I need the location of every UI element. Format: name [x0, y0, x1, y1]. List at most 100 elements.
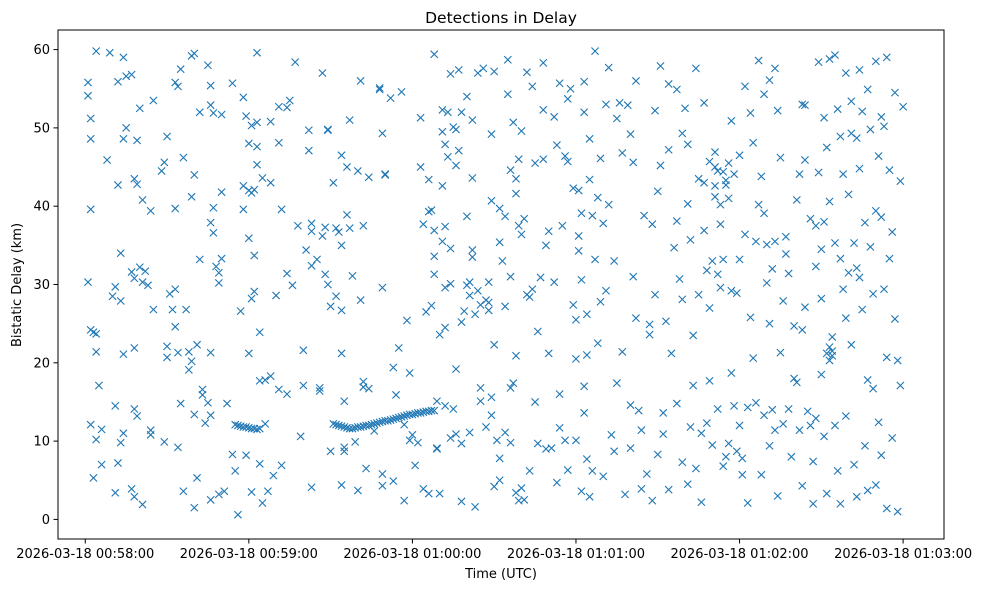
data-point [375, 85, 384, 94]
data-point [157, 166, 166, 175]
data-point [746, 313, 755, 322]
data-point [274, 138, 283, 147]
data-point [438, 181, 447, 190]
data-point [790, 374, 799, 383]
track-point [397, 412, 406, 421]
data-point [618, 347, 627, 356]
track-point [233, 421, 242, 430]
data-point [525, 293, 534, 302]
data-point [841, 314, 850, 323]
data-point [809, 499, 818, 508]
data-point [171, 78, 180, 87]
data-point [443, 108, 452, 117]
data-point [457, 318, 466, 327]
data-point [171, 322, 180, 331]
y-tick-label: 50 [33, 121, 50, 136]
data-point [561, 436, 570, 445]
data-point [111, 282, 120, 291]
data-point [664, 485, 673, 494]
data-point [416, 113, 425, 122]
track-point [340, 423, 349, 432]
data-point [585, 492, 594, 501]
data-point [792, 378, 801, 387]
x-tick-label: 2026-03-18 00:59:00 [180, 547, 318, 562]
data-point [811, 262, 820, 271]
data-point [498, 257, 507, 265]
data-point [116, 249, 125, 258]
data-point [146, 206, 155, 215]
data-point [893, 507, 902, 516]
data-point [203, 398, 212, 407]
track-point [375, 418, 384, 427]
data-point [239, 205, 248, 214]
data-point [637, 484, 646, 493]
data-point [822, 143, 831, 152]
data-point [86, 420, 95, 429]
track-point [255, 424, 264, 433]
data-point [323, 280, 332, 289]
data-point [92, 347, 101, 356]
data-point [160, 158, 169, 167]
data-point [318, 231, 327, 240]
data-point [517, 484, 526, 493]
data-point [806, 214, 815, 223]
data-point [487, 393, 496, 402]
data-point [781, 249, 790, 258]
data-point [337, 306, 346, 315]
data-point [580, 108, 589, 117]
data-point [133, 412, 142, 421]
data-point [386, 94, 395, 103]
data-point [389, 477, 398, 486]
data-point [890, 314, 899, 323]
data-point [702, 266, 711, 275]
data-point [266, 372, 275, 381]
data-point [113, 77, 122, 86]
data-point [678, 129, 687, 138]
data-point [160, 437, 169, 446]
data-point [591, 255, 600, 264]
data-point [321, 270, 330, 279]
data-point [683, 140, 692, 149]
data-point [135, 104, 144, 113]
data-point [514, 221, 523, 230]
data-point [604, 63, 613, 72]
data-point [362, 464, 371, 473]
x-tick-label: 2026-03-18 01:03:00 [834, 547, 972, 562]
data-point [830, 239, 839, 247]
data-point [653, 187, 662, 196]
data-point [721, 452, 730, 461]
data-point [697, 429, 706, 438]
data-point [244, 139, 253, 148]
data-point [552, 478, 561, 487]
data-point [730, 170, 739, 179]
data-point [378, 481, 387, 490]
data-point [667, 349, 676, 358]
data-point [555, 423, 564, 432]
data-point [825, 356, 834, 365]
data-point [307, 261, 316, 270]
data-point [814, 168, 823, 177]
data-point [416, 163, 425, 172]
data-point [610, 257, 619, 265]
y-tick-label: 0 [42, 513, 50, 528]
data-point [724, 194, 733, 203]
data-point [874, 152, 883, 161]
data-point [146, 430, 155, 439]
data-point [822, 489, 831, 498]
data-point [681, 104, 690, 113]
data-point [173, 348, 182, 357]
data-point [648, 220, 657, 229]
data-point [850, 239, 859, 247]
data-point [571, 315, 580, 324]
data-point [285, 96, 294, 105]
data-point [833, 105, 842, 114]
data-point [127, 267, 136, 276]
track-point [416, 408, 425, 417]
data-point [721, 176, 730, 185]
data-point [852, 134, 861, 143]
data-point [800, 101, 809, 110]
data-point [743, 498, 752, 507]
data-point [435, 330, 444, 339]
data-point [779, 296, 788, 305]
data-point [528, 285, 537, 294]
